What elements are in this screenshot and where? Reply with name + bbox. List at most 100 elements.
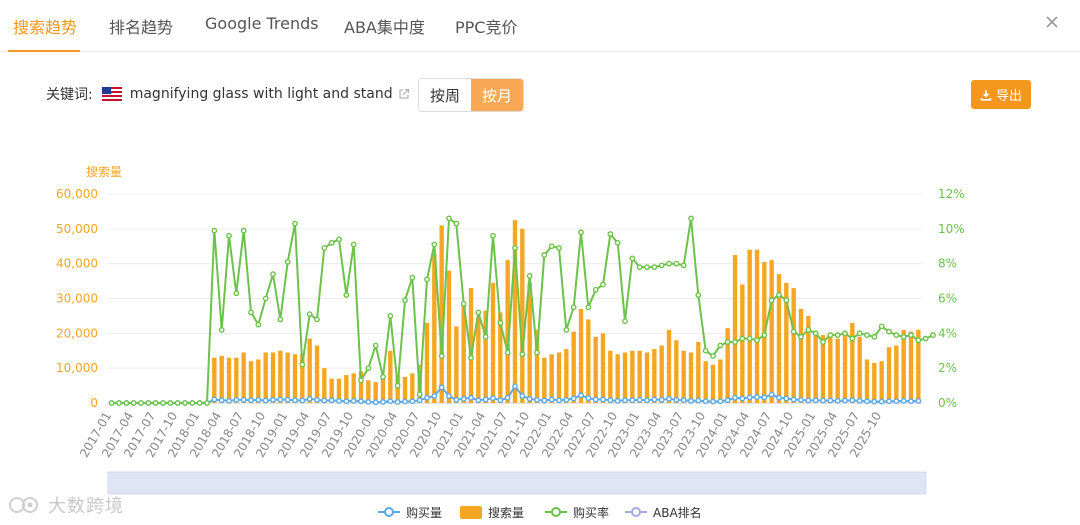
purchase-rate-point [666, 260, 672, 267]
bar [850, 322, 855, 403]
purchase-volume-point [651, 396, 658, 403]
purchase-volume-point [255, 396, 262, 403]
bar [659, 345, 664, 403]
bar [300, 354, 305, 403]
tab-google-trends[interactable]: Google Trends [205, 14, 319, 33]
bar [322, 368, 327, 403]
monthly-button[interactable]: 按月 [471, 79, 523, 111]
purchase-volume-point [512, 383, 518, 390]
purchase-rate-point [358, 377, 364, 384]
purchase-rate-point [306, 311, 313, 318]
bar [344, 375, 349, 403]
purchase-volume-point [475, 397, 482, 404]
purchase-volume-point [886, 398, 892, 405]
purchase-rate-point [446, 215, 452, 222]
bar [439, 225, 444, 403]
y-left-tick-label: 10,000 [56, 361, 98, 375]
purchase-volume-point [622, 397, 628, 404]
bar [388, 350, 393, 403]
purchase-volume-point [262, 397, 269, 404]
purchase-rate-point [314, 316, 320, 323]
purchase-volume-point [233, 396, 240, 403]
purchase-volume-point [798, 396, 804, 403]
purchase-volume-point [306, 395, 313, 402]
purchase-volume-point [842, 397, 848, 404]
bar [718, 359, 723, 403]
export-button[interactable]: 导出 [971, 80, 1031, 109]
purchase-rate-point [218, 326, 225, 333]
purchase-rate-point [182, 400, 188, 406]
purchase-volume-point [284, 396, 291, 403]
purchase-volume-point [446, 393, 452, 399]
purchase-volume-point [834, 398, 841, 404]
purchase-volume-point [636, 396, 643, 403]
purchase-rate-point [783, 297, 790, 304]
purchase-rate-point [556, 245, 562, 251]
purchase-volume-point [827, 397, 834, 404]
purchase-rate-point [504, 349, 511, 356]
bar [820, 335, 826, 403]
purchase-rate-point [167, 400, 174, 406]
bar [234, 357, 239, 403]
keyword-value[interactable]: magnifying glass with light and stand [129, 86, 393, 102]
purchase-rate-point [138, 400, 144, 406]
purchase-rate-point [468, 354, 474, 361]
bar [556, 352, 562, 403]
purchase-volume-point [519, 393, 526, 399]
tab-search-trend[interactable]: 搜索趋势 [13, 18, 78, 37]
bar [886, 347, 892, 403]
bar [270, 352, 276, 403]
purchase-rate-point [746, 335, 753, 342]
bar [402, 376, 408, 403]
purchase-rate-point [130, 400, 137, 406]
bar [747, 249, 752, 403]
bar [498, 312, 503, 403]
purchase-volume-point [710, 398, 716, 405]
bar [652, 349, 657, 403]
purchase-rate-point [834, 332, 841, 338]
purchase-rate-point [754, 337, 760, 344]
purchase-volume-point [878, 398, 885, 405]
bar [828, 336, 833, 403]
purchase-rate-point [614, 239, 621, 246]
purchase-rate-point [160, 400, 166, 406]
purchase-rate-point [644, 264, 650, 271]
purchase-rate-point [592, 286, 599, 293]
bar [219, 355, 224, 403]
purchase-volume-point [409, 398, 416, 405]
purchase-rate-point [336, 236, 342, 243]
brand-logo-icon [9, 497, 38, 513]
bar [454, 326, 459, 403]
bar [336, 378, 342, 403]
legend-swatch-marker [384, 507, 394, 517]
purchase-volume-point [292, 397, 298, 404]
purchase-rate-point [570, 304, 577, 311]
tab-aba-concentration[interactable]: ABA集中度 [344, 18, 425, 37]
y-left-tick-label: 0 [90, 396, 98, 410]
external-link-icon[interactable] [398, 88, 410, 100]
purchase-rate-point [526, 272, 533, 279]
bar [740, 284, 745, 403]
y-left-tick-label: 30,000 [56, 292, 98, 306]
purchase-volume-point [534, 396, 540, 403]
purchase-volume-point [724, 397, 731, 404]
purchase-rate-point [541, 252, 548, 258]
purchase-volume-point [812, 397, 819, 404]
purchase-rate-point [328, 239, 335, 246]
tab-ppc-bid[interactable]: PPC竞价 [455, 18, 518, 37]
bar [307, 338, 312, 403]
purchase-rate-point [651, 264, 658, 271]
purchase-rate-point [856, 330, 863, 337]
bar [857, 336, 862, 403]
y-left-tick-label: 40,000 [56, 257, 98, 271]
bar [688, 352, 694, 403]
purchase-rate-point [270, 271, 276, 278]
weekly-button[interactable]: 按周 [419, 79, 471, 111]
purchase-volume-point [768, 391, 775, 398]
close-icon[interactable] [1044, 14, 1060, 30]
tab-rank-trend[interactable]: 排名趋势 [109, 18, 174, 37]
purchase-volume-point [394, 399, 401, 405]
purchase-rate-point [724, 339, 731, 345]
purchase-volume-point [226, 398, 232, 404]
purchase-rate-point [849, 335, 856, 342]
